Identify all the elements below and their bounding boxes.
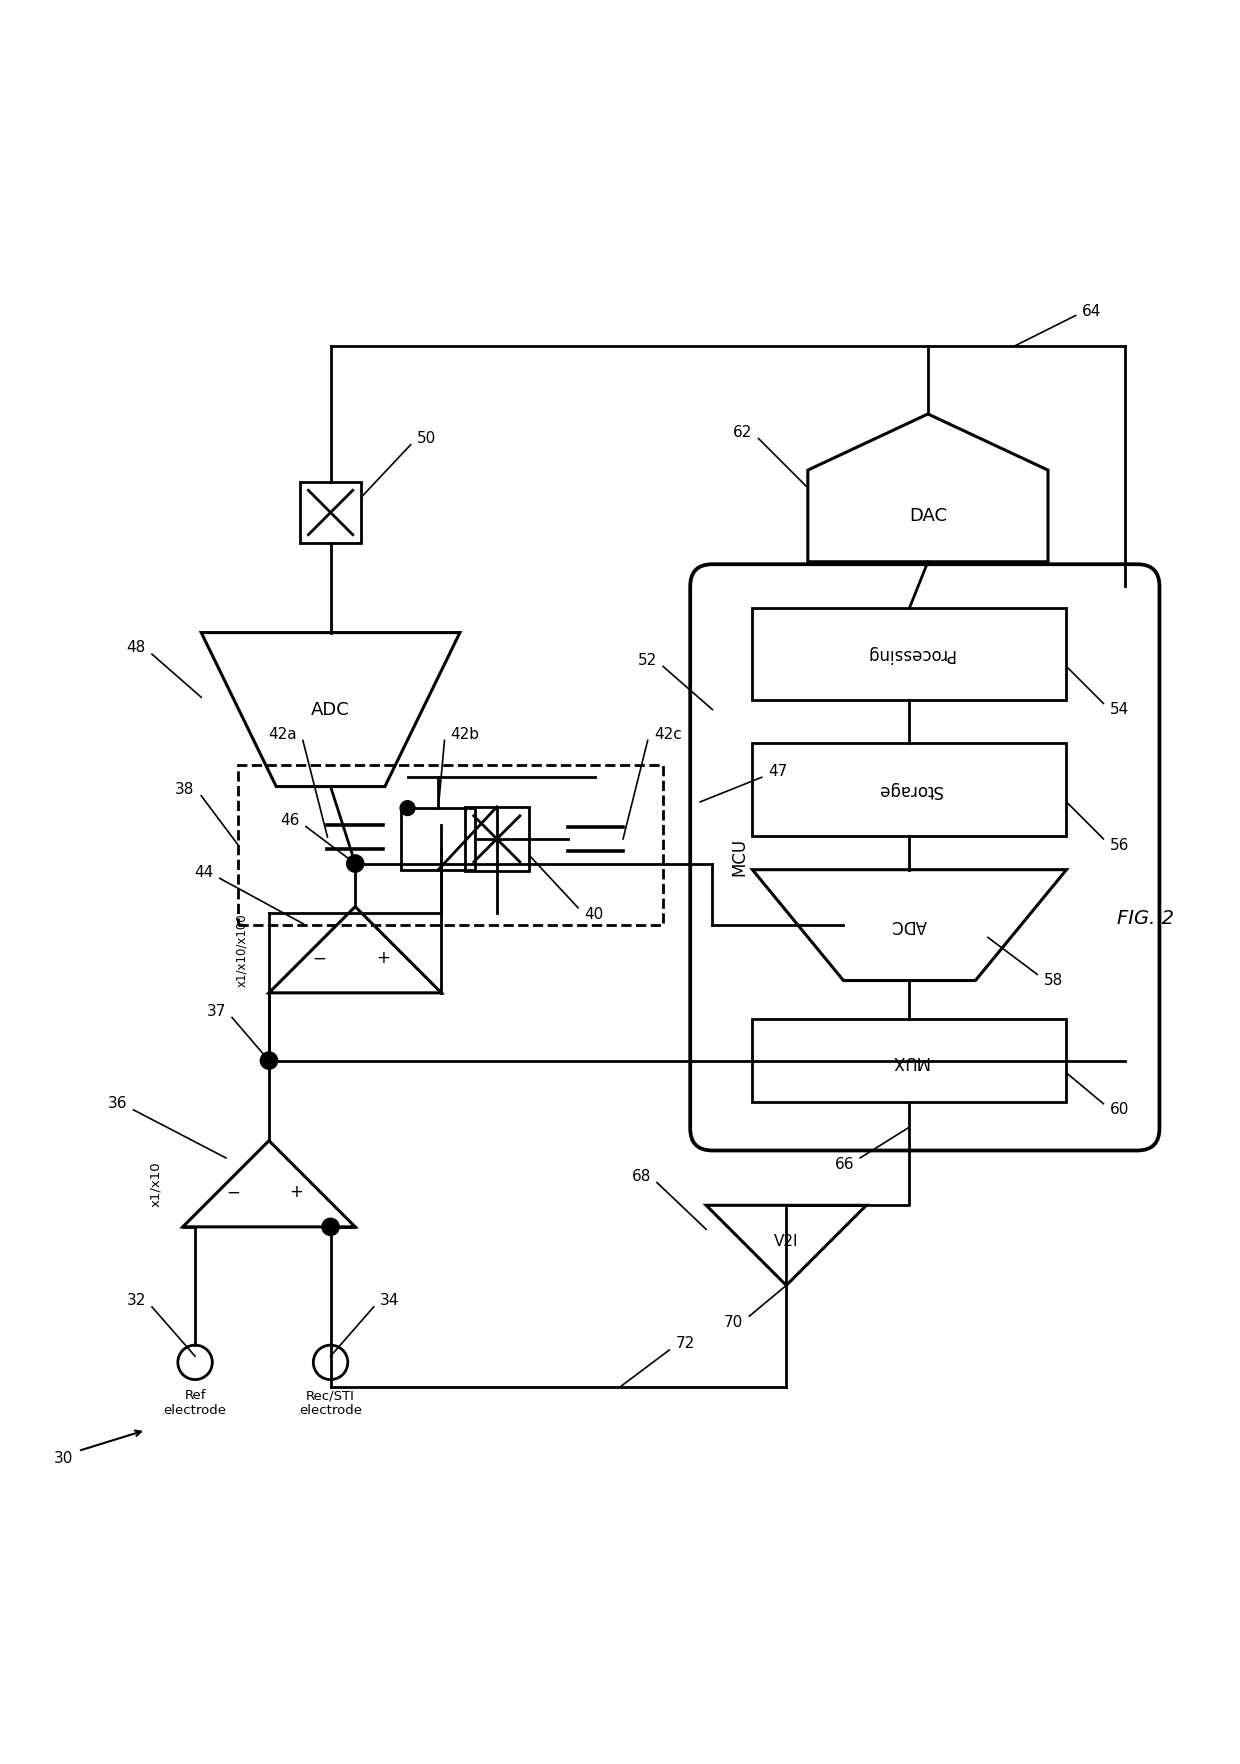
Text: 32: 32 (126, 1293, 146, 1309)
Circle shape (401, 801, 415, 815)
Bar (753, 609, 1066, 700)
Text: 37: 37 (207, 1004, 226, 1020)
Text: −: − (226, 1184, 239, 1201)
Text: 42b: 42b (450, 727, 480, 741)
Text: 42a: 42a (268, 727, 296, 741)
Text: 38: 38 (175, 781, 193, 797)
Text: Ref
electrode: Ref electrode (164, 1390, 227, 1418)
Text: DAC: DAC (909, 506, 947, 526)
Text: FIG. 2: FIG. 2 (1117, 910, 1174, 928)
Text: x1/x10: x1/x10 (149, 1161, 162, 1207)
Text: 64: 64 (1081, 303, 1101, 319)
Text: 40: 40 (584, 907, 604, 921)
Text: Processing: Processing (866, 646, 954, 663)
Text: 62: 62 (733, 425, 753, 439)
Bar (402, 808, 475, 870)
Text: 52: 52 (637, 653, 657, 669)
Text: ADC: ADC (892, 916, 928, 935)
Text: 68: 68 (631, 1170, 651, 1184)
Text: 30: 30 (53, 1452, 73, 1466)
Text: +: + (376, 949, 389, 967)
Bar (300, 482, 361, 543)
Text: 72: 72 (676, 1337, 694, 1351)
Text: MUX: MUX (890, 1051, 929, 1069)
Text: MCU: MCU (730, 838, 749, 877)
Text: 48: 48 (126, 640, 146, 656)
Text: Rec/STI
electrode: Rec/STI electrode (299, 1390, 362, 1418)
Bar (753, 743, 1066, 836)
Text: 34: 34 (379, 1293, 399, 1309)
Text: Storage: Storage (877, 781, 942, 799)
Text: 66: 66 (835, 1157, 854, 1171)
Text: 58: 58 (1043, 974, 1063, 988)
Text: 47: 47 (768, 764, 787, 778)
Text: 46: 46 (280, 813, 300, 827)
Text: 56: 56 (1110, 838, 1128, 852)
Text: 54: 54 (1110, 702, 1128, 718)
Bar (753, 1020, 1066, 1102)
Text: −: − (312, 949, 326, 967)
Bar (238, 766, 663, 924)
Text: 60: 60 (1110, 1102, 1128, 1117)
Text: 44: 44 (195, 864, 213, 880)
Text: 42c: 42c (653, 727, 682, 741)
Text: x1/x10/x100: x1/x10/x100 (236, 914, 248, 986)
Circle shape (322, 1219, 340, 1235)
Circle shape (346, 856, 363, 871)
Circle shape (260, 1051, 278, 1069)
Text: 50: 50 (417, 430, 436, 446)
Text: +: + (290, 1184, 304, 1201)
Text: 36: 36 (108, 1095, 128, 1111)
Text: 70: 70 (724, 1314, 743, 1330)
Text: V2I: V2I (774, 1233, 799, 1249)
Text: ADC: ADC (311, 700, 350, 718)
Bar (465, 806, 528, 871)
